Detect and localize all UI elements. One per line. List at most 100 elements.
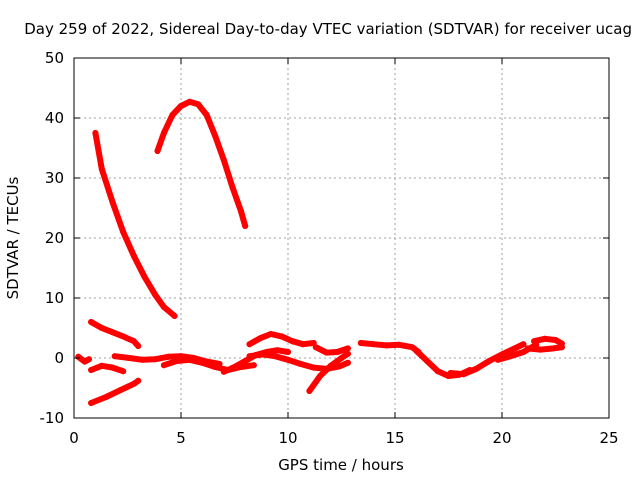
data-point — [160, 304, 167, 310]
data-point — [396, 341, 403, 348]
y-tick-label: 20 — [45, 229, 64, 247]
data-point — [199, 359, 206, 366]
data-point — [289, 338, 296, 345]
data-point — [92, 130, 99, 136]
data-point — [334, 349, 341, 355]
x-tick-label: 15 — [385, 429, 404, 447]
series-arc-13 — [312, 344, 351, 356]
data-point — [98, 166, 105, 172]
data-point — [171, 313, 178, 319]
data-point — [486, 358, 493, 364]
data-series-group — [75, 98, 565, 406]
data-point — [88, 319, 95, 325]
data-point — [344, 345, 351, 352]
data-point — [212, 133, 219, 139]
x-axis-label: GPS time / hours — [278, 456, 404, 474]
data-point — [520, 349, 527, 355]
series-arc-2 — [154, 98, 249, 229]
data-point — [169, 112, 176, 118]
data-point — [537, 346, 544, 353]
data-point — [267, 331, 274, 337]
data-point — [135, 343, 142, 349]
data-point — [323, 349, 330, 356]
data-point — [130, 380, 137, 387]
data-point — [541, 335, 548, 342]
data-point — [98, 362, 105, 369]
data-point — [383, 342, 390, 349]
data-point — [86, 356, 92, 363]
data-point — [520, 341, 527, 348]
data-point — [203, 112, 210, 118]
data-point — [160, 130, 167, 136]
data-point — [338, 355, 345, 361]
y-tick-label: 40 — [45, 109, 64, 127]
data-point — [317, 373, 324, 379]
data-point — [344, 350, 351, 357]
data-point — [109, 199, 116, 205]
y-tick-label: 0 — [54, 349, 64, 367]
data-point — [139, 356, 146, 363]
data-point — [434, 368, 441, 375]
data-point — [141, 274, 148, 280]
data-point — [130, 338, 137, 345]
data-point — [186, 98, 193, 105]
data-point — [370, 341, 377, 348]
data-point — [109, 364, 116, 371]
data-point — [473, 365, 480, 372]
data-point — [130, 253, 137, 259]
data-point — [118, 386, 125, 393]
data-point — [186, 356, 193, 363]
data-point — [413, 347, 420, 354]
data-point — [507, 353, 514, 360]
data-point — [274, 347, 281, 354]
data-point — [460, 371, 467, 378]
data-point — [285, 356, 291, 363]
data-point — [231, 364, 238, 370]
data-point — [173, 358, 180, 364]
data-point — [409, 344, 416, 351]
data-point — [257, 335, 264, 342]
data-point — [220, 157, 227, 163]
data-point — [259, 351, 266, 358]
data-point — [558, 344, 565, 351]
data-point — [424, 358, 431, 364]
data-point — [306, 388, 313, 394]
data-point — [88, 400, 95, 406]
data-point — [310, 364, 317, 371]
data-point — [165, 353, 172, 360]
data-point — [246, 353, 253, 360]
data-point — [336, 363, 343, 370]
data-point — [195, 101, 202, 108]
data-point — [120, 368, 127, 375]
data-point — [552, 337, 559, 343]
data-point — [531, 338, 538, 345]
data-point — [126, 355, 133, 361]
data-point — [98, 325, 105, 331]
data-point — [103, 394, 110, 400]
data-point — [344, 359, 351, 366]
x-tick-label: 20 — [492, 429, 511, 447]
y-axis-label: SDTVAR / TECUs — [4, 176, 22, 299]
data-point — [160, 362, 167, 369]
data-point — [154, 148, 161, 154]
data-point — [135, 377, 142, 384]
x-tick-label: 5 — [176, 429, 186, 447]
data-point — [272, 353, 279, 360]
data-point — [120, 333, 127, 340]
data-point — [242, 358, 249, 364]
x-tick-label: 10 — [278, 429, 297, 447]
data-point — [120, 229, 127, 235]
data-point — [312, 344, 319, 351]
series-arc-19 — [524, 344, 565, 353]
chart-title: Day 259 of 2022, Sidereal Day-to-day VTE… — [24, 20, 632, 38]
data-point — [511, 345, 518, 352]
grid — [74, 58, 609, 418]
data-point — [152, 356, 159, 363]
x-tick-label: 25 — [599, 429, 618, 447]
data-point — [447, 370, 454, 376]
data-point — [212, 364, 219, 370]
data-point — [111, 353, 118, 360]
y-tick-label: 10 — [45, 289, 64, 307]
data-point — [152, 292, 159, 298]
